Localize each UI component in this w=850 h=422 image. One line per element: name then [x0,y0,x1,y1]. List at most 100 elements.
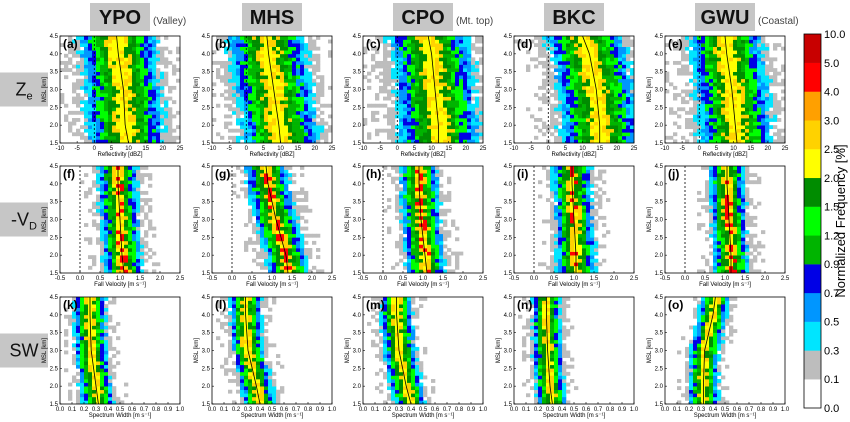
y-tick-label: 2.0 [353,123,362,129]
heatmap-cell [316,68,321,72]
heatmap-cell [745,53,750,58]
heatmap-cell [733,50,738,55]
heatmap-cell [312,57,317,62]
heatmap-cell [411,205,416,210]
heatmap-cell [546,57,551,62]
heatmap-cell [475,46,480,51]
heatmap-cell [124,219,129,224]
row-label-2: -VD [0,202,48,237]
heatmap-cell [128,60,133,65]
heatmap-cell [276,180,281,185]
heatmap-cell [92,180,97,185]
heatmap-cell [264,36,269,40]
heatmap-cell [104,139,109,144]
heatmap-cell [76,118,81,122]
heatmap-cell [84,237,89,242]
heatmap-cell [757,121,762,126]
heatmap-cell [272,230,277,235]
heatmap-cell [467,85,472,90]
heatmap-cell [431,255,436,260]
heatmap-cell [685,82,690,87]
heatmap-cell [132,183,137,188]
heatmap-cell [152,121,157,126]
heatmap-cell [252,169,257,174]
heatmap-cell [240,180,245,185]
heatmap-cell [419,103,424,108]
heatmap-cell [124,169,129,174]
heatmap-cell [108,121,113,126]
heatmap-cell [148,226,153,231]
heatmap-cell [475,50,480,55]
heatmap-cell [296,255,301,260]
heatmap-cell [399,248,404,252]
heatmap-cell [252,114,257,119]
heatmap-cell [268,198,273,202]
heatmap-cell [84,85,89,90]
heatmap-cell [156,89,161,94]
heatmap-cell [116,212,121,217]
heatmap-cell [391,46,396,51]
heatmap-cell [399,251,404,256]
site-header-box [544,3,604,31]
heatmap-cell [280,107,285,112]
heatmap-cell [112,93,117,97]
heatmap-cell [622,36,627,40]
heatmap-cell [108,139,113,144]
heatmap-cell [701,43,706,47]
heatmap-cell [272,190,277,195]
heatmap-cell [681,50,686,55]
heatmap-cell [76,93,81,97]
heatmap-cell [72,64,77,69]
heatmap-cell [104,125,109,130]
heatmap-cell [276,93,281,97]
heatmap-cell [431,208,436,213]
heatmap-cell [590,107,595,112]
heatmap-cell [733,103,738,108]
heatmap-cell [423,139,428,144]
heatmap-cell [292,248,297,252]
heatmap-cell [284,201,289,206]
heatmap-cell [112,100,117,105]
heatmap-cell [582,68,587,72]
heatmap-cell [737,132,742,137]
heatmap-cell [745,50,750,55]
heatmap-cells [514,36,635,144]
heatmap-cell [312,135,317,140]
heatmap-cell [594,114,599,119]
heatmap-cell [435,132,440,137]
heatmap-cell [136,121,141,126]
heatmap-cell [96,96,101,101]
heatmap-cell [443,75,448,80]
heatmap-cell [733,100,738,105]
heatmap-cell [296,212,301,217]
heatmap-cell [443,93,448,97]
heatmap-cell [304,269,309,274]
heatmap-cell [132,265,137,270]
heatmap-cell [236,121,241,126]
heatmap-cell [148,248,153,252]
heatmap-cell [172,85,177,90]
heatmap-cell [236,135,241,140]
heatmap-cell [112,212,117,217]
heatmap-cell [112,201,117,206]
heatmap-cell [296,230,301,235]
heatmap-cell [260,237,265,242]
y-tick-label: 1.5 [50,141,59,147]
heatmap-cell [140,64,145,69]
heatmap-cell [610,53,615,58]
heatmap-cell [550,107,555,112]
heatmap-cell [224,78,229,83]
heatmap-cell [761,50,766,55]
heatmap-cell [152,68,157,72]
heatmap-cell [407,135,412,140]
heatmap-cell [284,39,289,44]
heatmap-cell [614,82,619,87]
site-header-cpo: CPO (Mt. top) [393,3,493,31]
heatmap-cell [116,93,121,97]
heatmap-cell [729,100,734,105]
heatmap-cell [725,128,730,133]
heatmap-cell [439,57,444,62]
heatmap-cell [411,258,416,263]
heatmap-cell [240,135,245,140]
heatmap-cell [447,121,452,126]
